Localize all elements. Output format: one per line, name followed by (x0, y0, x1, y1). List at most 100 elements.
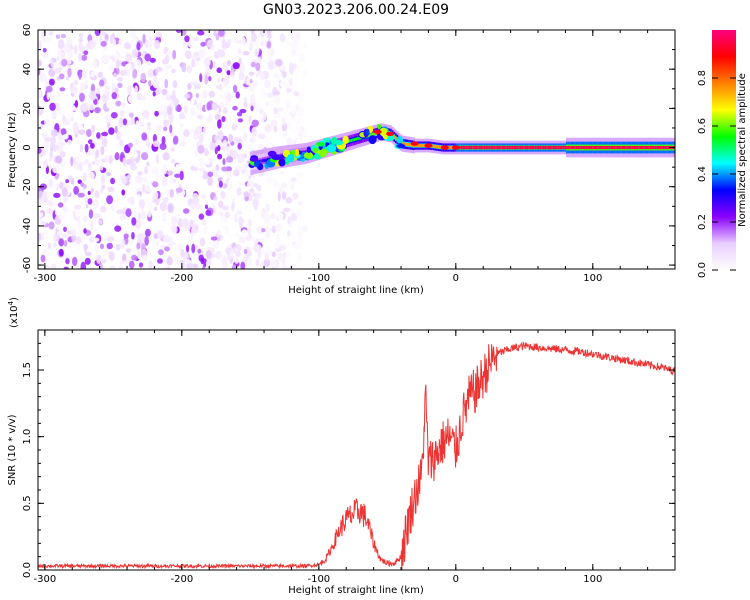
spectrogram-hot-spot (440, 145, 449, 150)
spectrogram-noise-cell (261, 207, 266, 214)
spectrogram-ridge-peak (460, 145, 463, 150)
spectrogram-noise-cell (191, 263, 199, 269)
spectrogram-noise-cell (156, 229, 164, 239)
spectrogram-noise-cell (230, 150, 239, 159)
spectrogram-noise-cell (205, 156, 211, 165)
spectrogram-noise-cell (51, 108, 57, 118)
spectrogram-noise-cell (161, 135, 166, 145)
spectrogram-noise-cell (129, 112, 134, 118)
spectrogram-noise-cell (152, 79, 160, 89)
spectrogram-noise-cell (266, 41, 272, 49)
spectrogram-noise-cell (95, 149, 99, 157)
spectrogram-ridge-peak (368, 133, 371, 137)
spectrogram-noise-cell (144, 166, 148, 175)
spectrogram-noise-cell (112, 56, 116, 63)
spectrogram-noise-cell (250, 105, 254, 112)
spectrogram-noise-cell (287, 120, 292, 130)
spectrogram-noise-cell (45, 265, 50, 269)
spectrogram-noise-cell (290, 35, 297, 40)
spectrogram-noise-cell (146, 161, 150, 167)
spectrogram-noise-cell (76, 137, 81, 146)
spectrogram-noise-cell (38, 232, 42, 242)
spectrogram-noise-cell (242, 132, 248, 142)
spectrogram-noise-cell (164, 266, 171, 269)
spectrogram-noise-cell (301, 225, 309, 232)
spectrogram-x-ticks: -300 -200 -100 0 100 (33, 30, 676, 284)
spectrogram-noise-cell (144, 228, 151, 237)
spectrogram-ridge-peak (661, 145, 664, 150)
spectrogram-noise-cell (217, 130, 224, 141)
spectrogram-noise-cell (197, 248, 202, 254)
spectrogram-noise-cell (78, 37, 83, 43)
spectrogram-ridge-peak (611, 145, 615, 150)
spectrogram-ridge-peak (480, 145, 483, 150)
spectrogram-noise-cell (232, 169, 240, 177)
spectrogram-noise-cell (189, 34, 195, 44)
spectrogram-noise-cell (250, 237, 257, 242)
spectrogram-noise-cell (155, 198, 160, 206)
colorbar-tick-label: 0.4 (697, 166, 708, 182)
spectrogram-noise-cell (121, 189, 126, 196)
spectrogram-noise-cell (52, 166, 60, 174)
spectrogram-noise-cell (53, 192, 61, 198)
spectrogram-ridge-peak (564, 145, 567, 150)
spectrogram-noise-cell (126, 174, 132, 180)
spectrogram-noise-cell (282, 207, 291, 213)
spectrogram-noise-cell (277, 120, 284, 127)
spectrogram-ridge-peak (584, 145, 587, 150)
spectrogram-ridge-peak (436, 145, 439, 149)
spectrogram-noise-cell (195, 125, 203, 135)
spectrogram-noise-cell (270, 258, 277, 269)
spectrogram-noise-cell (286, 229, 291, 237)
spectrogram-noise-cell (95, 243, 99, 254)
spectrogram-noise-cell (166, 256, 173, 266)
spectrogram-noise-cell (289, 30, 297, 37)
spectrogram-ridge-peak (464, 145, 467, 150)
spectrogram-signal-blob (396, 136, 404, 144)
spectrogram-noise-cell (74, 99, 79, 108)
spectrogram-hot-spot (451, 145, 460, 150)
spectrogram-noise-cell (134, 59, 142, 70)
spectrogram-ridge-peak (462, 145, 465, 150)
spectrogram-noise-cell (122, 118, 128, 126)
spectrogram-noise-cell (294, 131, 298, 139)
spectrogram-noise-cell (93, 98, 98, 105)
spectrogram-noise-cell (260, 247, 264, 255)
spectrogram-noise-cell (184, 93, 191, 99)
spectrogram-noise-cell (147, 122, 151, 127)
spectrogram-ridge-peak (559, 145, 562, 150)
spectrogram-noise-cell (193, 36, 200, 42)
spectrogram-ridge-peak (546, 145, 549, 150)
spectrogram-noise-cell (70, 104, 75, 110)
spectrogram-ridge-peak (258, 159, 261, 164)
spectrogram-noise-cell (212, 238, 220, 249)
spectrogram-noise-cell (236, 112, 242, 117)
spectrogram-noise-cell (148, 260, 153, 269)
spectrogram-noise-cell (297, 126, 301, 134)
spectrogram-noise-cell (94, 106, 101, 114)
snr-scale-base: (x10 (9, 305, 20, 328)
spectrogram-noise-cell (280, 182, 288, 189)
spectrogram-signal-blob (312, 147, 319, 153)
snr-x-label: Height of straight line (km) (288, 585, 424, 596)
spectrogram-noise-cell (59, 181, 64, 190)
spectrogram-noise-cell (49, 102, 56, 111)
spectrogram-noise-cell (236, 137, 241, 144)
spectrogram-noise-cell (146, 261, 150, 268)
spectrogram-noise-cell (264, 79, 271, 89)
spectrogram-noise-cell (198, 134, 204, 143)
spectrogram-noise-cell (78, 162, 83, 172)
spectrogram-hot-spot (373, 129, 382, 135)
spectrogram-ridge-peak (404, 142, 408, 146)
spectrogram-noise-cell (95, 175, 99, 185)
spectrogram-noise-cell (225, 98, 229, 106)
spectrogram-noise-cell (297, 131, 303, 137)
spectrogram-noise-cell (115, 243, 121, 251)
spectrogram-noise-cell (256, 244, 262, 252)
spectrogram-noise-cell (198, 157, 205, 167)
spectrogram-noise-cell (125, 63, 133, 70)
spectrogram-noise-cell (141, 211, 146, 220)
spectrogram-noise-cell (142, 254, 148, 262)
spectrogram-noise-cell (94, 190, 100, 199)
spectrogram-noise-cell (217, 145, 221, 152)
